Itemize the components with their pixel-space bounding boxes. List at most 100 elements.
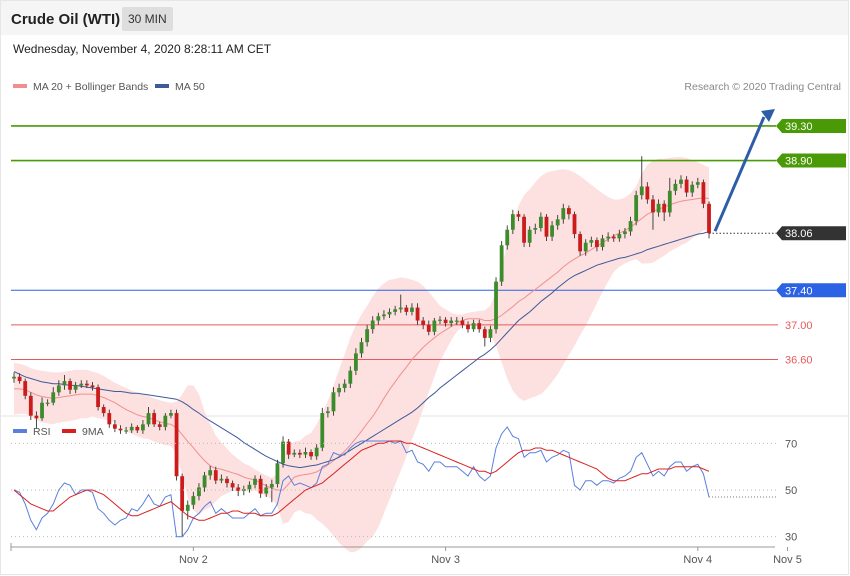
legend-ma50-swatch [155, 84, 169, 88]
ma50-line [13, 231, 710, 469]
candle-body [370, 320, 375, 330]
candle-body [191, 496, 196, 505]
candle-body [185, 504, 190, 511]
candle-body [236, 487, 241, 491]
candle-body [679, 179, 683, 184]
legend-rsi-ma-swatch [62, 429, 76, 433]
candle-body [292, 452, 297, 455]
candle-body [522, 216, 526, 243]
candle-body [578, 234, 583, 252]
candle-body [180, 476, 185, 511]
candle-body [482, 329, 487, 338]
candle-body [79, 383, 84, 386]
candle-body [28, 395, 33, 416]
candle-body [258, 478, 263, 494]
candle-body [112, 424, 117, 429]
candle-body [510, 214, 515, 230]
last-price-label: 38.06 [785, 228, 813, 240]
candle-body [34, 415, 39, 419]
candle-body [169, 413, 173, 416]
rsi-tick-30: 30 [785, 532, 797, 544]
candle-body [331, 392, 336, 412]
candle-body [617, 234, 622, 239]
candle-body [359, 342, 364, 354]
forecast-arrow-shaft [713, 116, 766, 232]
candle-body [466, 324, 470, 330]
level-tag-37.40 [776, 283, 846, 298]
candle-body [387, 311, 392, 315]
candle-body [410, 307, 414, 312]
candle-body [309, 452, 313, 457]
candle-body [662, 203, 667, 213]
candle-body [449, 320, 454, 324]
candle-body [269, 484, 274, 488]
candle-body [225, 478, 229, 484]
candle-body [499, 245, 504, 282]
candle-body [281, 441, 285, 464]
candle-body [337, 388, 341, 393]
candle-body [611, 236, 616, 239]
candle-body [684, 179, 689, 193]
candle-body [84, 383, 89, 386]
candle-body [325, 411, 330, 414]
level-label-37.40: 37.40 [785, 285, 813, 297]
legend-rsi-ma-label: 9MA [82, 426, 104, 438]
candle-body [247, 484, 252, 490]
last-price-tag [776, 226, 846, 241]
candle-body [544, 216, 549, 237]
candle-body [707, 203, 711, 234]
candle-body [297, 452, 302, 455]
candle-body [533, 228, 538, 230]
candle-body [550, 225, 554, 237]
candle-body [651, 199, 655, 213]
candle-body [583, 242, 588, 252]
rsi-line [13, 426, 710, 538]
candle-body [695, 182, 700, 185]
candle-body [365, 329, 370, 343]
candle-body [303, 452, 308, 455]
candle-body [107, 413, 112, 425]
candle-body [589, 240, 594, 243]
moving-averages-layer [13, 197, 710, 491]
candle-body [494, 281, 498, 330]
candle-body [141, 424, 145, 431]
candle-body [101, 407, 106, 414]
candle-body [17, 376, 22, 382]
level-tag-38.90 [776, 153, 846, 168]
candle-body [157, 424, 162, 427]
candle-body [600, 238, 605, 248]
candle-body [701, 182, 706, 204]
candle-body [163, 415, 168, 427]
candle-body [628, 221, 633, 232]
candle-body [634, 195, 639, 222]
candle-body [398, 307, 403, 310]
candle-body [62, 381, 67, 386]
instrument-title: Crude Oil (WTI) [11, 11, 121, 28]
header-bar: Crude Oil (WTI) 30 MIN [1, 1, 848, 35]
timeframe-badge[interactable]: 30 MIN [122, 7, 173, 31]
candle-body [146, 413, 151, 425]
candle-body [174, 413, 179, 477]
candle-body [376, 316, 381, 321]
candle-body [286, 441, 291, 455]
candle-body [471, 323, 476, 330]
candle-body [264, 487, 269, 494]
research-credit: Research © 2020 Trading Central [684, 81, 841, 93]
candle-body [118, 428, 123, 431]
candle-body [393, 309, 398, 312]
candle-body [639, 186, 644, 196]
level-label-38.90: 38.90 [785, 156, 813, 168]
candle-body [555, 219, 560, 226]
candle-body [477, 323, 482, 330]
candle-body [51, 392, 56, 403]
candle-body [135, 426, 140, 431]
time-label: Nov 5 [773, 554, 802, 566]
candle-body [197, 487, 201, 497]
candle-body [516, 214, 521, 217]
candle-body [454, 320, 459, 322]
candle-body [421, 320, 426, 325]
candle-body [152, 413, 157, 425]
time-label: Nov 3 [431, 554, 460, 566]
candle-body [488, 329, 493, 338]
time-label: Nov 4 [683, 554, 712, 566]
